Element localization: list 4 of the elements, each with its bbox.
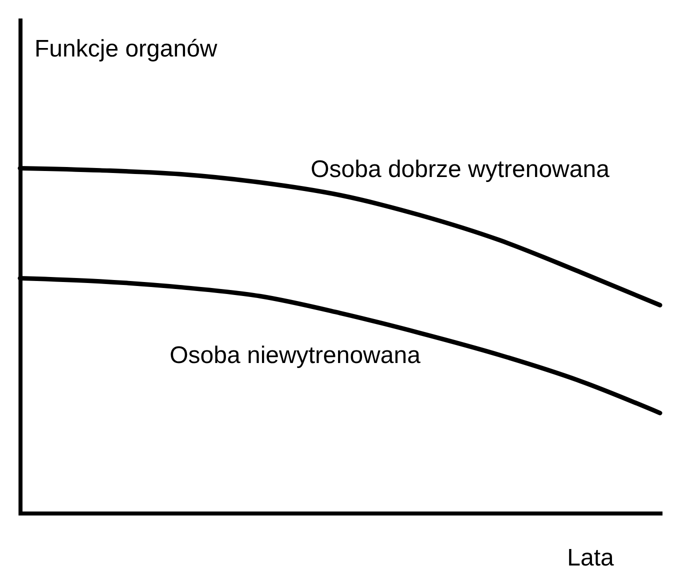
series-label: Osoba dobrze wytrenowana [310,156,610,184]
y-axis-title: Funkcje organów [34,36,218,62]
series-label: Osoba niewytrenowana [170,342,422,370]
x-axis-title: Lata [567,544,615,572]
